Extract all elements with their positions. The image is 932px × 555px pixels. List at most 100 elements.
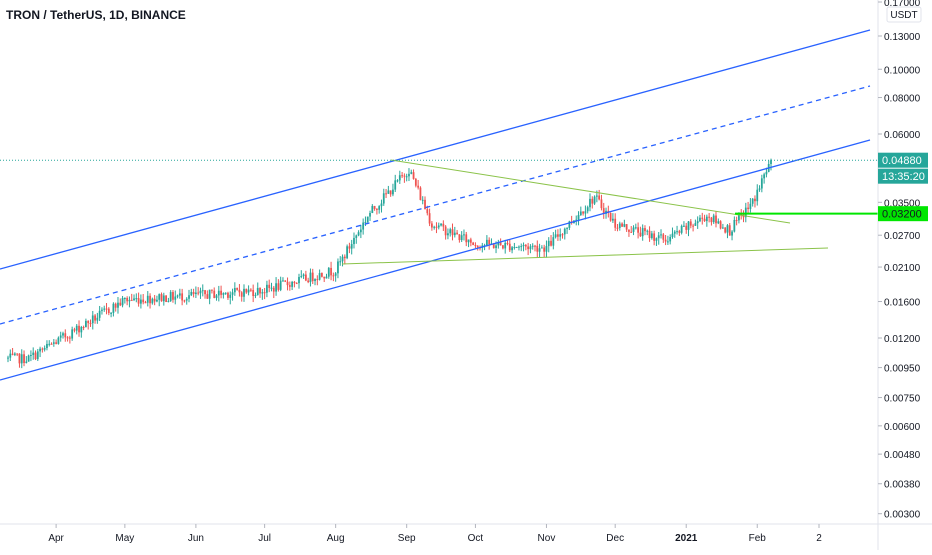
candle — [472, 241, 475, 246]
candle — [584, 205, 587, 220]
candle — [236, 287, 239, 291]
candle — [648, 226, 651, 242]
candle — [474, 242, 477, 249]
candle — [705, 214, 708, 227]
candle — [699, 214, 701, 223]
candle — [30, 350, 32, 362]
channel-upper-line — [0, 29, 871, 270]
candle — [394, 174, 397, 192]
candle — [277, 279, 280, 292]
candle — [121, 295, 124, 308]
candle — [463, 229, 465, 241]
candle — [538, 243, 541, 258]
candle — [419, 186, 422, 201]
candle — [449, 227, 452, 237]
candle — [343, 254, 346, 265]
candle — [637, 222, 640, 239]
price-axis[interactable]: 0.17000 0.13000 0.10000 0.08000 0.06000 0.048… — [878, 0, 921, 521]
candle — [188, 289, 190, 303]
currency-badge[interactable]: USDT — [886, 6, 922, 23]
candle — [414, 177, 417, 188]
candle — [536, 240, 539, 258]
candle — [657, 231, 660, 245]
candle — [662, 232, 665, 243]
candle — [217, 285, 220, 302]
y-tick-label: 0.13000 — [884, 32, 921, 43]
candle — [254, 292, 257, 299]
candle — [222, 292, 225, 299]
candle — [339, 256, 342, 266]
candle — [238, 284, 241, 297]
candle — [355, 234, 358, 244]
candle — [213, 287, 216, 299]
candle — [378, 205, 381, 214]
support-price-badge: 0.03200 — [878, 206, 928, 222]
candle — [504, 239, 507, 254]
y-tick-label: 0.01600 — [884, 298, 921, 309]
candle — [158, 293, 161, 307]
candle — [444, 225, 447, 240]
candle — [673, 230, 676, 238]
candle — [373, 205, 376, 211]
candle — [197, 287, 200, 296]
candle — [488, 237, 491, 250]
candle — [176, 294, 179, 299]
candle — [172, 290, 174, 303]
svg-text:0.04880: 0.04880 — [882, 155, 922, 167]
candle — [119, 298, 122, 307]
candle — [48, 340, 51, 347]
candle — [192, 288, 195, 298]
candle — [52, 339, 55, 347]
candle — [39, 346, 41, 358]
candle — [440, 223, 442, 227]
x-tick-label: Dec — [606, 533, 624, 544]
x-tick-label: Jul — [258, 533, 271, 544]
candle — [540, 245, 543, 249]
candle — [89, 319, 92, 327]
candle — [309, 268, 312, 287]
candle — [467, 239, 470, 248]
candle — [123, 297, 126, 304]
candle — [754, 195, 756, 208]
candle — [178, 288, 181, 299]
candle — [435, 222, 438, 234]
candle — [11, 347, 14, 356]
candle — [609, 212, 612, 222]
candle — [465, 231, 468, 247]
x-tick-label: Oct — [468, 533, 484, 544]
candle — [75, 324, 78, 335]
plot-background — [0, 0, 878, 524]
candle — [112, 302, 115, 317]
currency-label: USDT — [890, 10, 917, 21]
countdown-badge: 13:35:20 — [878, 168, 928, 184]
candle — [403, 173, 406, 183]
drawings — [0, 29, 878, 381]
candle — [314, 278, 316, 286]
y-tick-label: 0.10000 — [884, 65, 921, 76]
y-tick-label: 0.00300 — [884, 510, 921, 521]
candle — [107, 307, 110, 316]
candle — [146, 291, 149, 307]
candle — [220, 285, 222, 299]
time-axis[interactable]: Apr May Jun Jul Aug Sep Oct Nov Dec 2021 Feb 2 — [48, 524, 822, 544]
candle — [13, 352, 16, 357]
candle — [715, 211, 717, 228]
candle — [190, 288, 193, 297]
triangle-upper-line — [390, 159, 791, 224]
candle — [639, 226, 642, 237]
candle — [410, 169, 413, 175]
candle — [185, 297, 188, 305]
candle — [593, 195, 596, 205]
candle — [621, 222, 623, 227]
candle — [50, 342, 53, 345]
candle — [396, 179, 399, 183]
candle — [389, 190, 392, 197]
candle — [259, 287, 261, 298]
candle — [162, 292, 165, 306]
candle — [696, 216, 699, 229]
y-tick-label: 0.00600 — [884, 422, 921, 433]
candle — [332, 272, 335, 282]
candle — [142, 294, 145, 305]
